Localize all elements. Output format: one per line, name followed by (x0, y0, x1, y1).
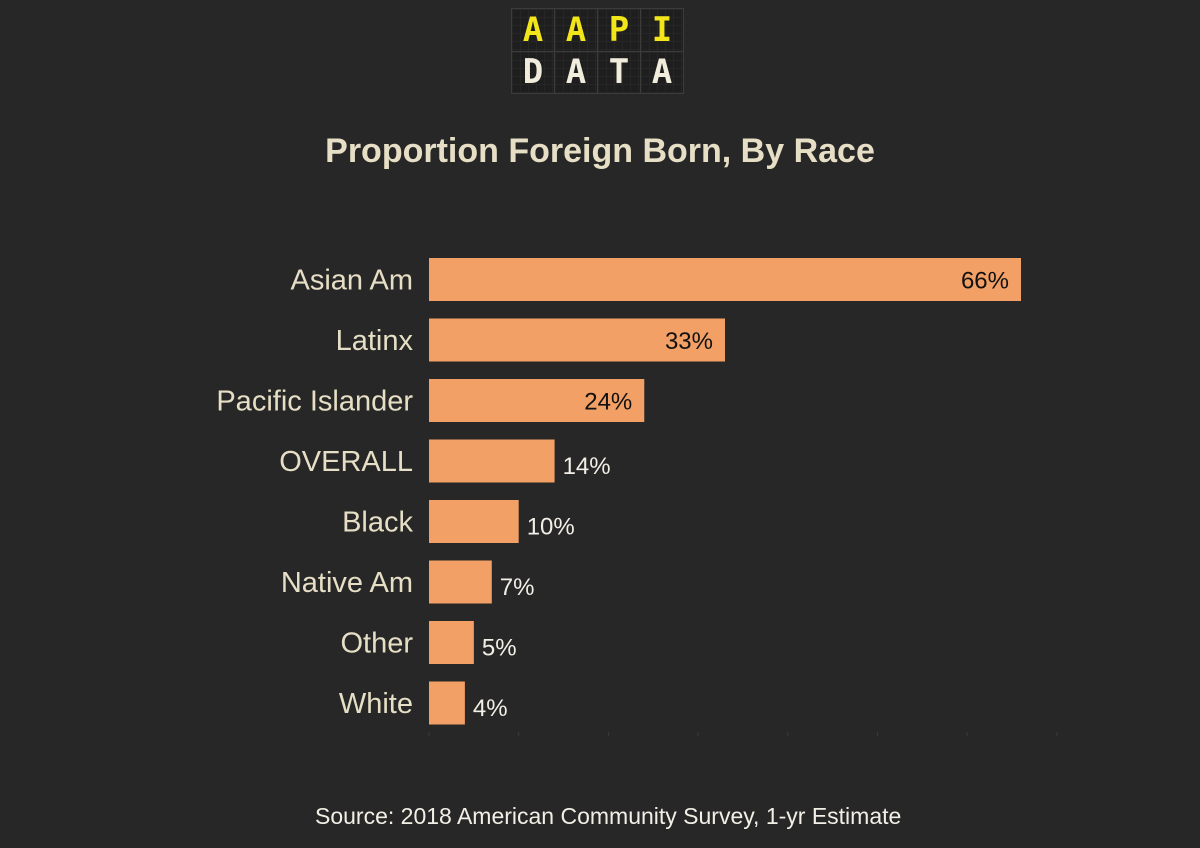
category-label: Latinx (336, 325, 414, 357)
chart-title: Proportion Foreign Born, By Race (325, 132, 875, 170)
category-label: OVERALL (279, 446, 413, 478)
bar (429, 560, 492, 604)
bar (429, 500, 519, 543)
aapi-data-logo: A A P I D A T A (511, 8, 684, 94)
category-label: Native Am (281, 567, 413, 599)
category-label: Pacific Islander (216, 386, 413, 418)
data-label: 24% (584, 389, 632, 416)
logo-letter: A (641, 51, 683, 93)
data-label: 7% (500, 574, 535, 601)
logo-letter: A (555, 9, 597, 51)
bar (429, 258, 1021, 301)
bar (429, 681, 465, 725)
bar (429, 318, 725, 362)
data-label: 66% (961, 268, 1009, 295)
logo-letter: D (512, 51, 554, 93)
data-label: 14% (563, 453, 611, 480)
bar (429, 379, 645, 422)
category-label: White (339, 688, 413, 720)
bar (429, 439, 555, 483)
source-note: Source: 2018 American Community Survey, … (315, 803, 902, 829)
data-label: 4% (473, 695, 508, 722)
data-label: 33% (665, 328, 713, 355)
category-label: Other (340, 628, 413, 660)
data-label: 10% (527, 514, 575, 541)
category-label: Asian Am (291, 265, 414, 297)
logo-letter: A (555, 51, 597, 93)
logo-letter: A (512, 9, 554, 51)
data-label: 5% (482, 635, 517, 662)
logo-letter: P (598, 9, 640, 51)
category-label: Black (342, 507, 413, 539)
bar (429, 621, 474, 664)
logo-letter: I (641, 9, 683, 51)
logo-letter: T (598, 51, 640, 93)
